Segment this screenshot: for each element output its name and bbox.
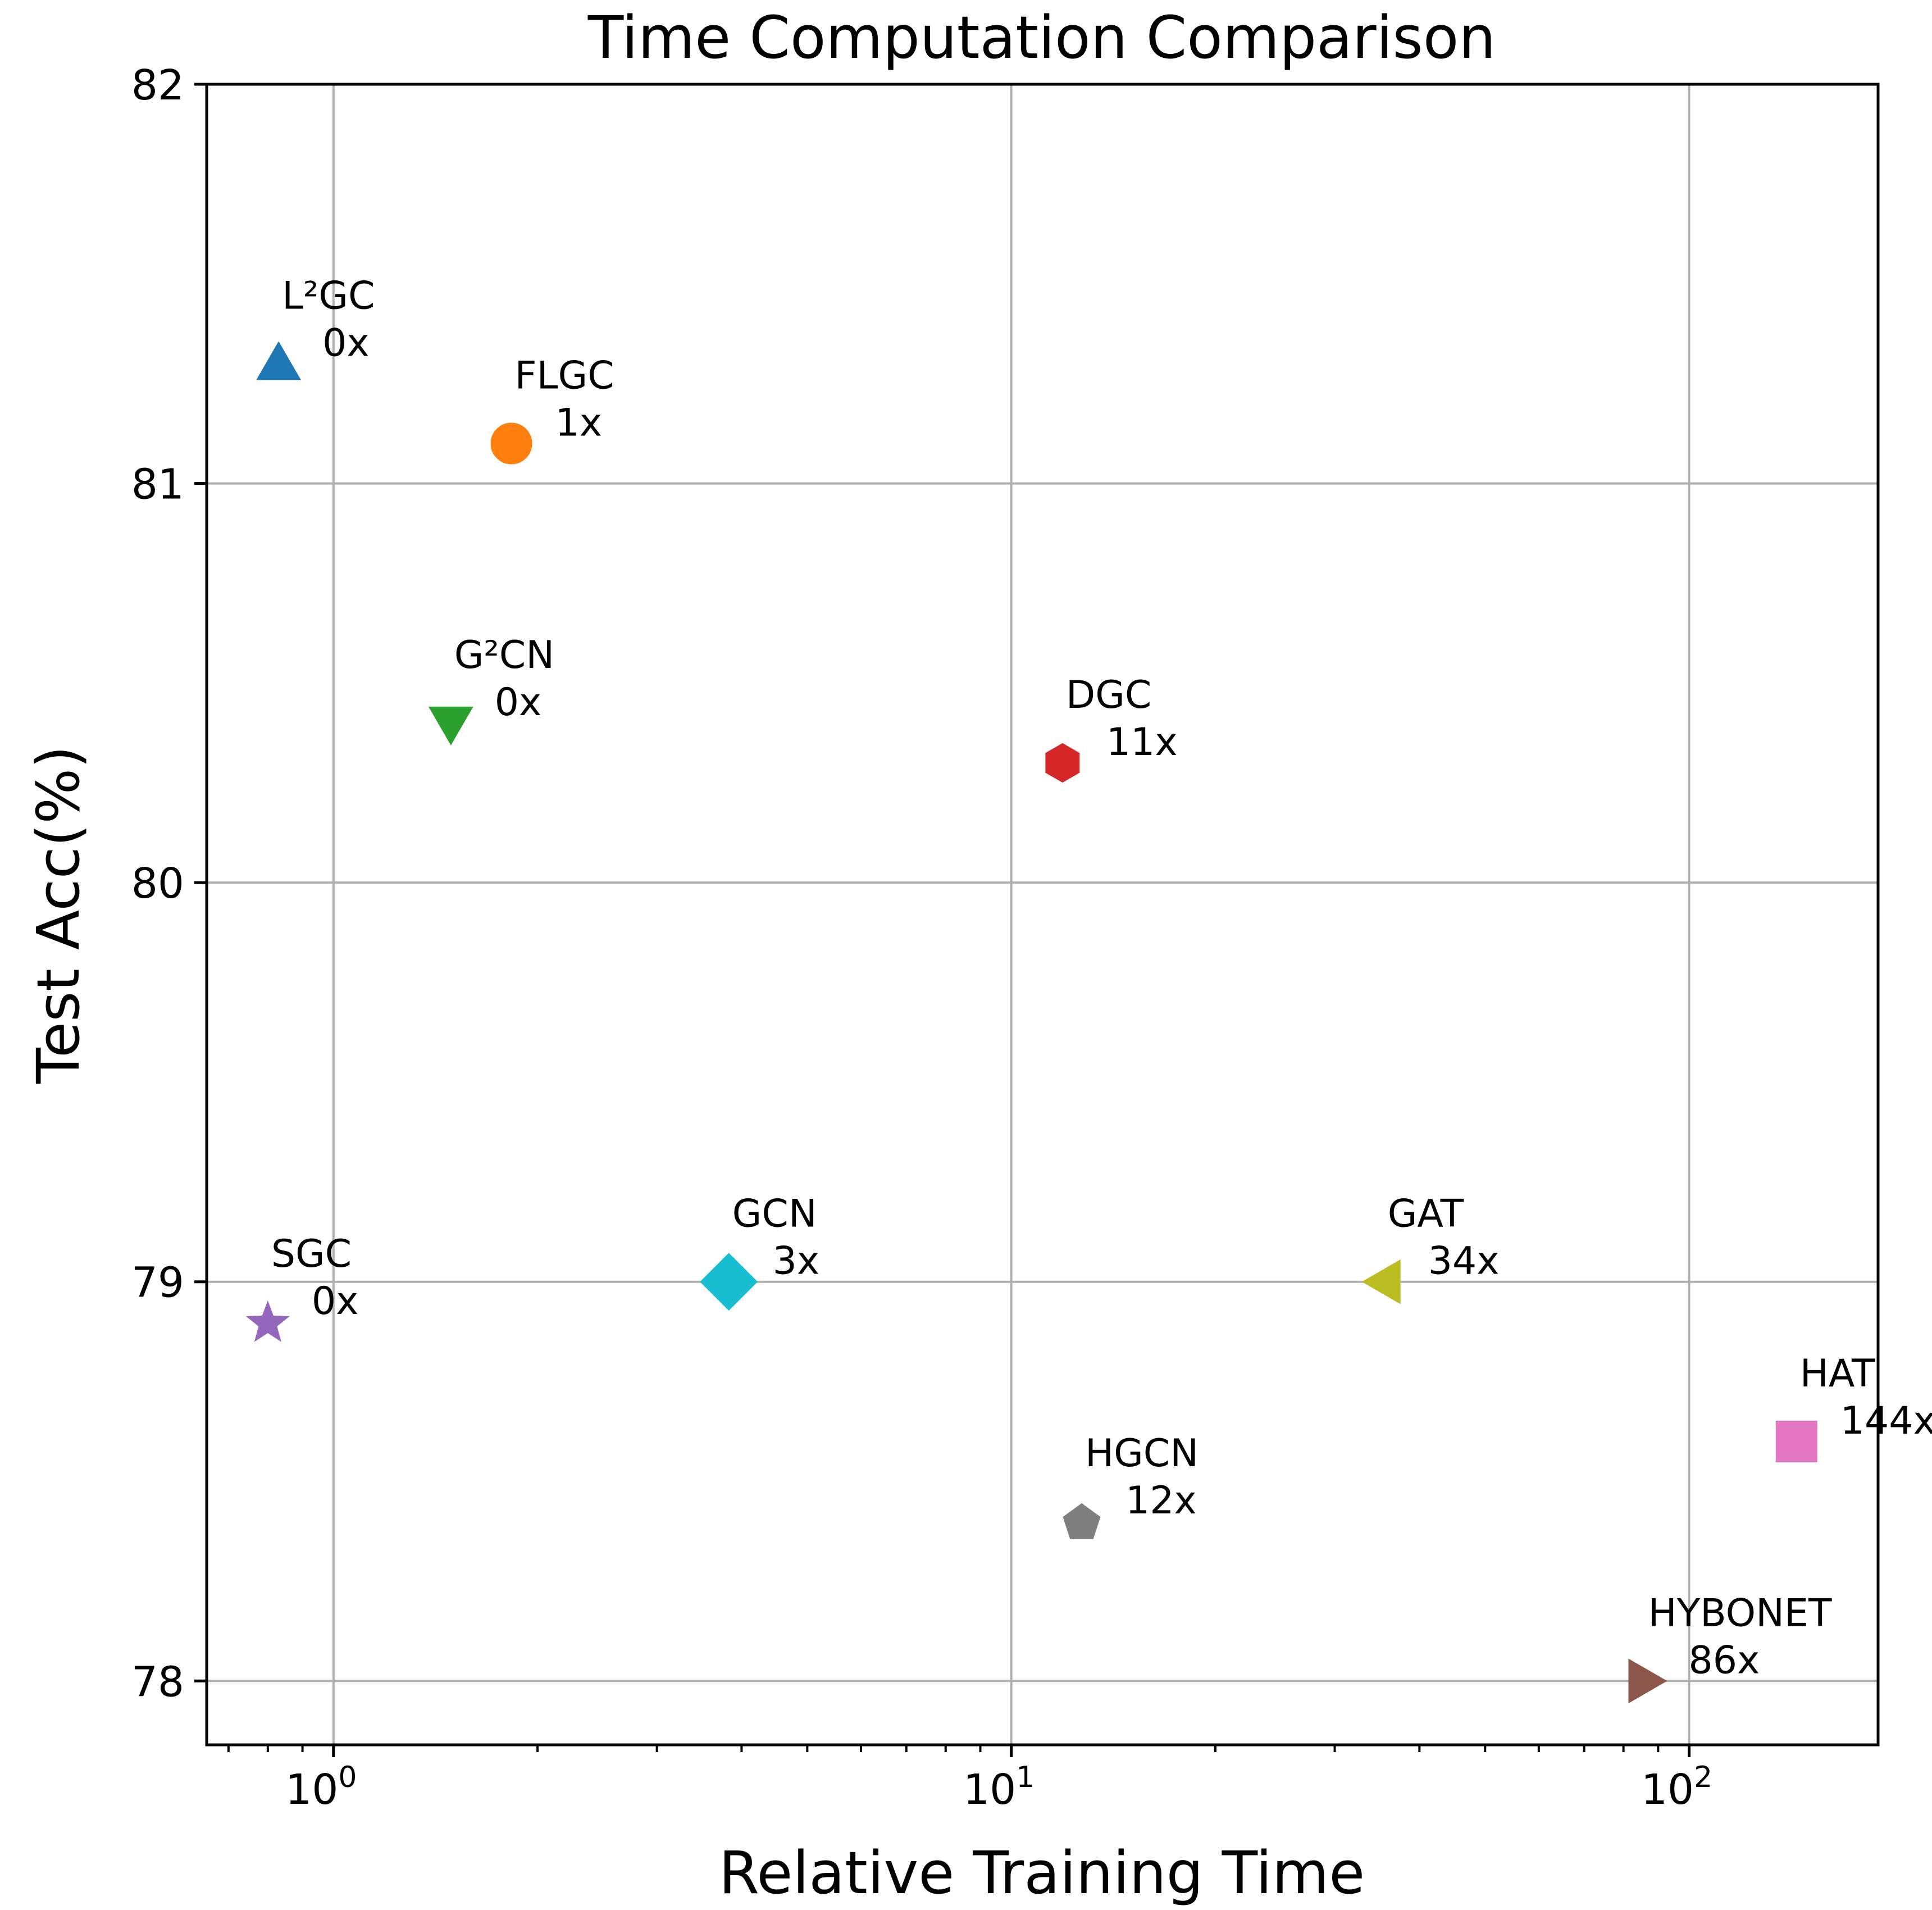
y-tick-label: 81 — [131, 461, 184, 509]
point-speedup-label: 3x — [773, 1239, 820, 1284]
point-speedup-label: 12x — [1126, 1479, 1197, 1523]
data-point-marker — [1361, 1259, 1401, 1304]
point-speedup-label: 0x — [312, 1279, 359, 1324]
x-tick-label: 101 — [963, 1761, 1035, 1814]
point-name-label: L²GC — [282, 274, 375, 318]
point-name-label: HGCN — [1085, 1431, 1199, 1476]
x-tick-base: 10 — [1641, 1766, 1694, 1814]
y-tick-label: 78 — [131, 1658, 184, 1706]
data-point-marker — [1628, 1658, 1667, 1704]
data-point-marker — [256, 341, 301, 380]
point-speedup-label: 86x — [1689, 1638, 1760, 1682]
x-tick-exponent: 1 — [1016, 1761, 1035, 1794]
data-point-marker — [428, 706, 473, 745]
point-name-label: SGC — [271, 1232, 352, 1276]
data-point-marker — [700, 1253, 758, 1311]
point-speedup-label: 0x — [495, 680, 542, 725]
point-name-label: FLGC — [515, 354, 614, 398]
point-speedup-label: 11x — [1106, 720, 1178, 765]
point-speedup-label: 34x — [1428, 1239, 1500, 1284]
x-tick-base: 10 — [963, 1766, 1016, 1814]
data-point-marker — [490, 422, 532, 465]
plot-frame — [205, 83, 1880, 1747]
point-name-label: HAT — [1800, 1352, 1875, 1396]
point-name-label: DGC — [1066, 673, 1152, 717]
point-name-label: GAT — [1388, 1192, 1464, 1236]
chart-title: Time Computation Comparison — [587, 3, 1496, 72]
data-point-marker — [1045, 743, 1080, 783]
point-name-label: HYBONET — [1648, 1591, 1832, 1635]
y-tick-label: 82 — [131, 61, 184, 110]
point-name-label: GCN — [732, 1192, 817, 1236]
data-point-marker — [1063, 1503, 1101, 1539]
y-axis-label: Test Acc(%) — [24, 745, 93, 1084]
point-speedup-label: 1x — [555, 401, 603, 445]
x-tick-label: 102 — [1641, 1761, 1712, 1814]
data-point-marker — [245, 1300, 290, 1342]
point-name-label: G²CN — [454, 633, 554, 677]
x-tick-base: 10 — [285, 1766, 338, 1814]
point-speedup-label: 144x — [1840, 1399, 1932, 1443]
grid — [207, 84, 1878, 1745]
y-tick-label: 80 — [131, 860, 184, 908]
x-axis-label: Relative Training Time — [719, 1839, 1365, 1907]
point-speedup-label: 0x — [322, 321, 370, 365]
x-tick-exponent: 2 — [1694, 1761, 1712, 1794]
data-points — [245, 341, 1817, 1704]
x-tick-exponent: 0 — [338, 1761, 357, 1794]
data-point-marker — [1775, 1420, 1817, 1462]
y-tick-label: 79 — [131, 1259, 184, 1307]
x-tick-label: 100 — [285, 1761, 357, 1814]
